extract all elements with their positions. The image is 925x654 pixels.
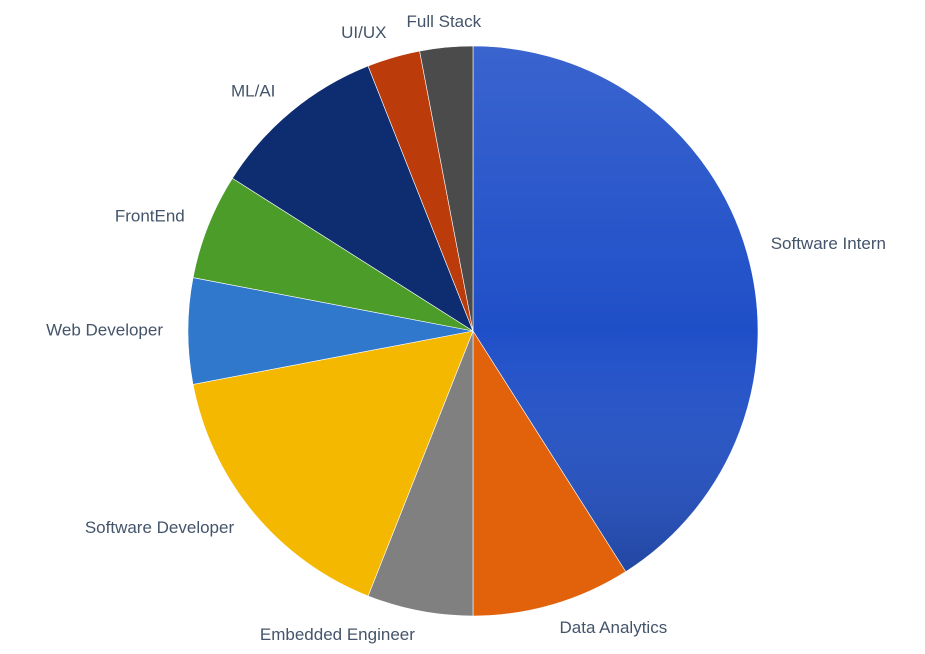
pie-slice: [231, 65, 474, 332]
slice-label: Web Developer: [46, 320, 163, 339]
slice-label: Full Stack: [407, 12, 482, 31]
pie-slice: [472, 329, 627, 617]
slice-label: UI/UX: [341, 23, 386, 42]
slice-label: Data Analytics: [559, 618, 667, 637]
slice-label: FrontEnd: [115, 206, 185, 225]
slice-label: Embedded Engineer: [260, 625, 415, 644]
pie-slice: [419, 45, 474, 332]
slice-label: Software Intern: [771, 234, 886, 253]
slice-label: ML/AI: [231, 82, 275, 101]
slice-label: Software Developer: [85, 518, 235, 537]
pie-slice: [192, 330, 474, 597]
